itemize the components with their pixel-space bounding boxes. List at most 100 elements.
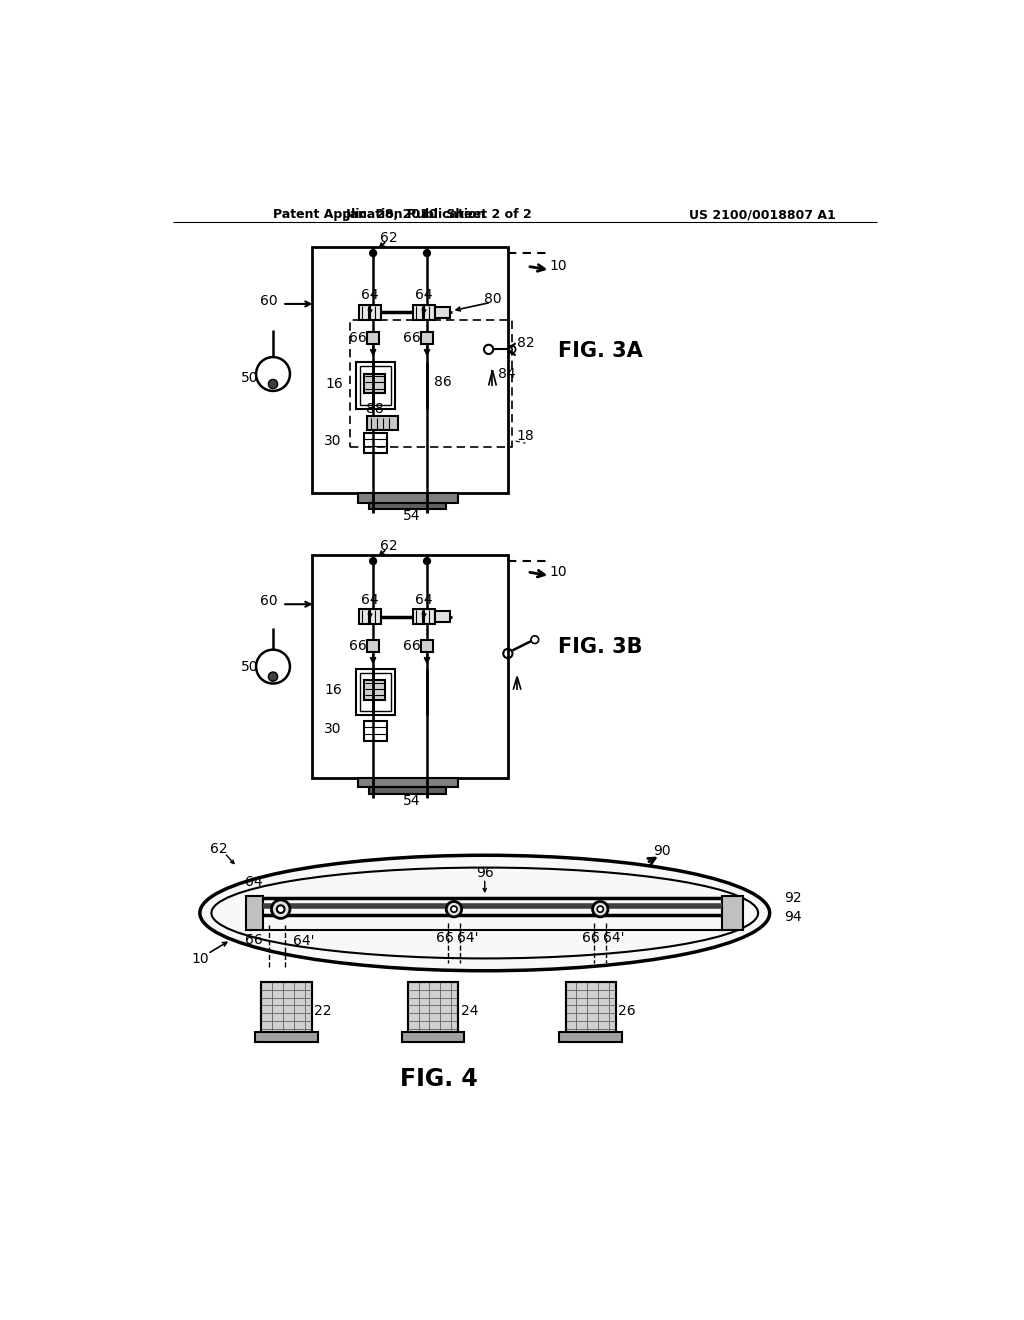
Text: US 2100/0018807 A1: US 2100/0018807 A1 — [688, 209, 836, 222]
Circle shape — [446, 902, 462, 917]
Bar — [722, 896, 743, 929]
Text: 62: 62 — [380, 231, 397, 244]
Bar — [364, 721, 387, 741]
Text: FIG. 4: FIG. 4 — [399, 1067, 477, 1090]
Circle shape — [268, 672, 278, 681]
Bar — [360, 673, 391, 711]
Text: 22: 22 — [314, 1003, 332, 1018]
Text: 50: 50 — [242, 371, 259, 385]
Text: 64: 64 — [245, 875, 262, 890]
Bar — [435, 611, 451, 622]
Bar — [565, 982, 615, 1040]
Bar — [357, 779, 458, 788]
Text: FIG. 3B: FIG. 3B — [558, 638, 642, 657]
Bar — [408, 982, 458, 1040]
Bar — [311, 247, 508, 494]
Text: 30: 30 — [325, 722, 342, 737]
Text: 62: 62 — [210, 842, 228, 857]
Text: 82: 82 — [517, 337, 535, 350]
Bar — [565, 982, 615, 1040]
Text: Jan. 28, 2010  Sheet 2 of 2: Jan. 28, 2010 Sheet 2 of 2 — [345, 209, 531, 222]
Text: 84: 84 — [498, 367, 515, 381]
Text: 64: 64 — [415, 289, 433, 302]
Bar — [255, 1032, 317, 1041]
Text: 10: 10 — [191, 952, 209, 966]
Text: 54: 54 — [402, 795, 421, 808]
Bar — [559, 1032, 622, 1041]
Text: 10: 10 — [549, 259, 566, 273]
Text: 60: 60 — [260, 594, 278, 609]
Bar — [370, 788, 446, 793]
Circle shape — [276, 906, 285, 913]
Text: 64': 64' — [603, 932, 625, 945]
Circle shape — [370, 558, 376, 564]
Text: Patent Application Publication: Patent Application Publication — [273, 209, 485, 222]
Circle shape — [424, 249, 430, 256]
Bar — [359, 305, 381, 321]
Circle shape — [271, 900, 290, 919]
Text: 94: 94 — [784, 909, 802, 924]
Text: 24: 24 — [461, 1003, 478, 1018]
Text: 26: 26 — [618, 1003, 636, 1018]
Text: 50: 50 — [242, 660, 259, 673]
Text: 16: 16 — [325, 684, 342, 697]
Bar — [421, 331, 433, 345]
Text: 54: 54 — [402, 510, 421, 524]
Text: 10: 10 — [549, 565, 566, 579]
Bar — [261, 982, 311, 1040]
Text: 64: 64 — [415, 593, 433, 607]
Text: 66: 66 — [583, 932, 600, 945]
Text: 80: 80 — [483, 292, 502, 305]
Bar — [350, 321, 512, 447]
Text: 64: 64 — [361, 289, 379, 302]
Text: 64': 64' — [293, 935, 314, 949]
Text: 62: 62 — [380, 539, 397, 553]
Bar — [435, 308, 451, 318]
Circle shape — [593, 902, 608, 917]
Text: 66: 66 — [349, 639, 367, 653]
Circle shape — [597, 906, 603, 912]
Bar — [367, 640, 379, 652]
Text: 64: 64 — [361, 593, 379, 607]
Text: 66: 66 — [402, 639, 421, 653]
Bar — [359, 609, 381, 624]
Text: 30: 30 — [325, 434, 342, 447]
Bar — [401, 1032, 464, 1041]
Bar — [367, 331, 379, 345]
Text: 66: 66 — [245, 933, 262, 946]
Text: 92: 92 — [784, 891, 802, 904]
Bar — [413, 609, 435, 624]
Text: 18: 18 — [517, 429, 535, 442]
Circle shape — [268, 379, 278, 388]
Text: 66: 66 — [402, 331, 421, 345]
Text: 86: 86 — [433, 375, 452, 388]
Ellipse shape — [200, 855, 770, 970]
Text: 66: 66 — [436, 932, 454, 945]
Text: 90: 90 — [653, 845, 671, 858]
Bar — [246, 896, 263, 929]
Bar — [370, 503, 446, 508]
Bar — [261, 982, 311, 1040]
Bar — [357, 494, 458, 503]
Circle shape — [370, 249, 376, 256]
Bar — [360, 367, 391, 405]
Text: 64': 64' — [457, 932, 478, 945]
Text: 96: 96 — [476, 866, 494, 880]
Text: 60: 60 — [260, 294, 278, 308]
Text: 66: 66 — [349, 331, 367, 345]
Bar — [311, 554, 508, 779]
Bar — [421, 640, 433, 652]
Text: FIG. 3A: FIG. 3A — [558, 341, 643, 360]
Bar — [356, 363, 394, 409]
Bar — [413, 305, 435, 321]
Bar — [356, 669, 394, 715]
Circle shape — [451, 906, 457, 912]
Bar — [367, 416, 397, 430]
Circle shape — [424, 558, 430, 564]
Text: 16: 16 — [326, 378, 343, 391]
Text: 88: 88 — [366, 401, 384, 416]
Bar — [364, 433, 387, 453]
Bar — [408, 982, 458, 1040]
Bar — [364, 681, 385, 700]
Bar — [364, 374, 385, 393]
